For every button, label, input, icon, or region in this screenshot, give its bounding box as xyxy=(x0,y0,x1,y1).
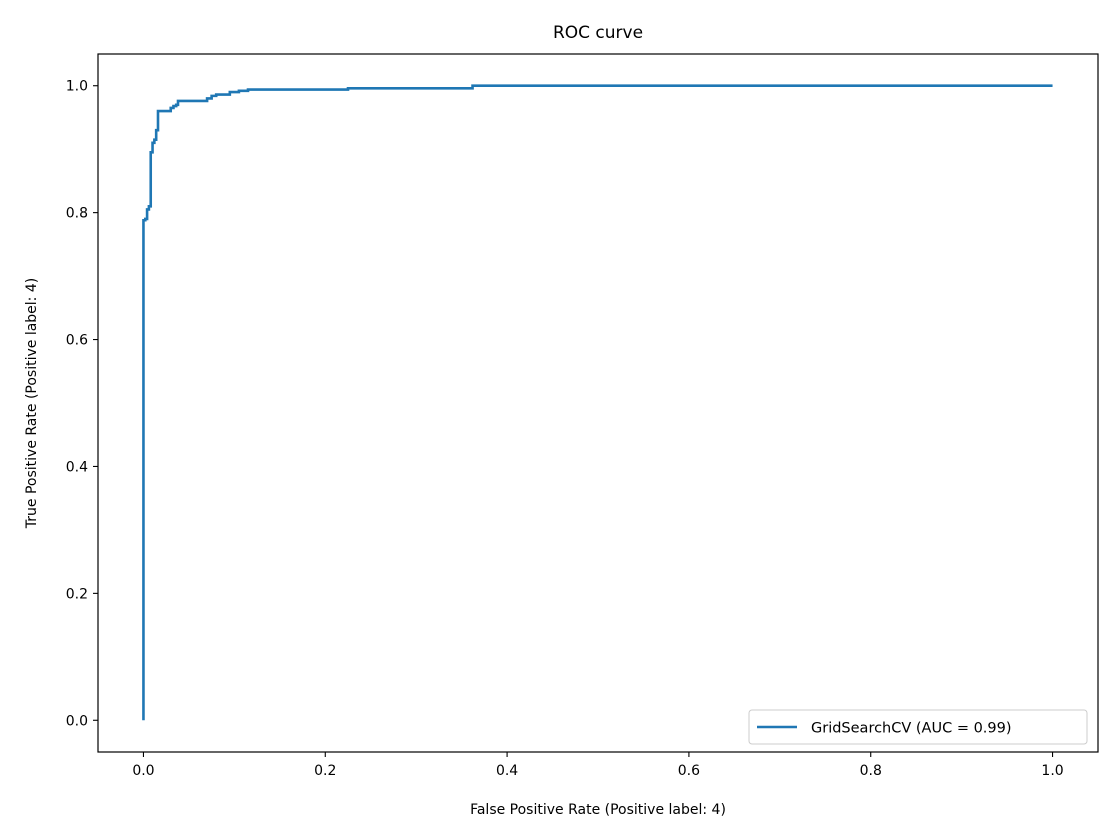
y-tick-label: 1.0 xyxy=(66,79,88,95)
y-tick-label: 0.0 xyxy=(66,713,88,729)
chart-title: ROC curve xyxy=(553,23,643,43)
x-tick-label: 0.4 xyxy=(496,763,518,779)
legend-series-label: GridSearchCV (AUC = 0.99) xyxy=(811,721,1012,737)
x-axis-ticks: 0.0 0.2 0.4 0.6 0.8 1.0 xyxy=(132,752,1064,779)
y-tick-label: 0.4 xyxy=(66,459,88,475)
legend: GridSearchCV (AUC = 0.99) xyxy=(748,709,1088,745)
legend-box xyxy=(748,709,1088,745)
x-tick-label: 0.6 xyxy=(678,763,700,779)
y-tick-label: 0.6 xyxy=(66,333,88,349)
y-tick-label: 0.2 xyxy=(66,586,88,602)
x-tick-label: 0.0 xyxy=(132,763,154,779)
x-tick-label: 0.2 xyxy=(314,763,336,779)
y-axis-ticks: 0.0 0.2 0.4 0.6 0.8 1.0 xyxy=(66,79,98,729)
x-tick-label: 1.0 xyxy=(1041,763,1063,779)
roc-curve-line xyxy=(142,84,1053,721)
plot-frame xyxy=(97,53,1099,753)
series-layer xyxy=(142,84,1053,721)
x-tick-label: 0.8 xyxy=(860,763,882,779)
x-axis-label: False Positive Rate (Positive label: 4) xyxy=(470,802,726,818)
y-axis-label: True Positive Rate (Positive label: 4) xyxy=(24,278,40,529)
y-tick-label: 0.8 xyxy=(66,206,88,222)
